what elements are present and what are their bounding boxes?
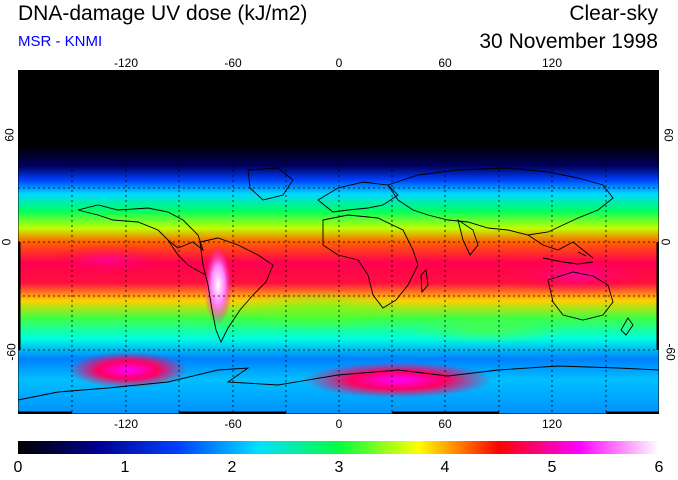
uv-hotspot-south-pacific — [68, 352, 188, 388]
colorbar-label: 0 — [13, 459, 23, 476]
lat-tick-left: -60 — [4, 343, 19, 361]
lon-tick-bottom: 60 — [438, 417, 452, 431]
coast-antarctica — [18, 365, 659, 401]
lat-tick-left: 0 — [0, 238, 14, 246]
uv-mid-atlantic — [228, 290, 408, 330]
colorbar-gradient — [18, 441, 659, 454]
lon-tick-top: -60 — [224, 56, 242, 70]
lon-tick-top: 0 — [335, 56, 343, 70]
lon-tick-bottom: -60 — [224, 417, 242, 431]
sky-type-label: Clear-sky — [569, 2, 658, 25]
coast-new-zealand — [620, 317, 634, 336]
colorbar-label: 1 — [120, 459, 130, 476]
uv-dose-map — [18, 70, 659, 414]
colorbar — [18, 441, 659, 454]
coast-north-america — [77, 204, 204, 252]
lat-tick-right: 0 — [658, 238, 673, 246]
colorbar-label: 3 — [334, 459, 344, 476]
source-label: MSR - KNMI — [18, 33, 103, 50]
lon-tick-bottom: -120 — [113, 417, 139, 431]
coast-europe — [317, 181, 399, 213]
colorbar-label: 2 — [227, 459, 237, 476]
coast-southeast-asia — [527, 234, 594, 259]
lat-tick-right: 60 — [661, 128, 676, 142]
lon-tick-top: -120 — [113, 56, 139, 70]
lat-tick-left: 60 — [2, 128, 17, 142]
coast-asia — [387, 167, 614, 236]
colorbar-label: 4 — [440, 459, 450, 476]
coast-india — [457, 218, 479, 256]
lon-tick-top: 120 — [541, 56, 563, 70]
lon-tick-top: 60 — [438, 56, 452, 70]
uv-high-pacific — [48, 244, 168, 276]
uv-hotspot-antarctica — [303, 362, 493, 398]
coast-australia — [547, 271, 614, 321]
coast-south-america — [199, 237, 274, 344]
chart-title: DNA-damage UV dose (kJ/m2) — [18, 2, 308, 25]
colorbar-label: 5 — [547, 459, 557, 476]
lat-tick-right: -60 — [663, 343, 678, 361]
coast-madagascar — [420, 269, 429, 294]
lon-tick-bottom: 120 — [541, 417, 563, 431]
uv-mid-indian — [408, 316, 568, 344]
date-label: 30 November 1998 — [479, 30, 658, 53]
lon-tick-bottom: 0 — [335, 417, 343, 431]
coast-indonesia — [542, 251, 594, 265]
graticule — [18, 70, 659, 414]
coast-africa — [322, 214, 419, 309]
map-frame — [18, 70, 659, 414]
coast-central-america — [167, 239, 207, 276]
colorbar-label: 6 — [654, 459, 664, 476]
uv-high-australia — [508, 255, 648, 295]
